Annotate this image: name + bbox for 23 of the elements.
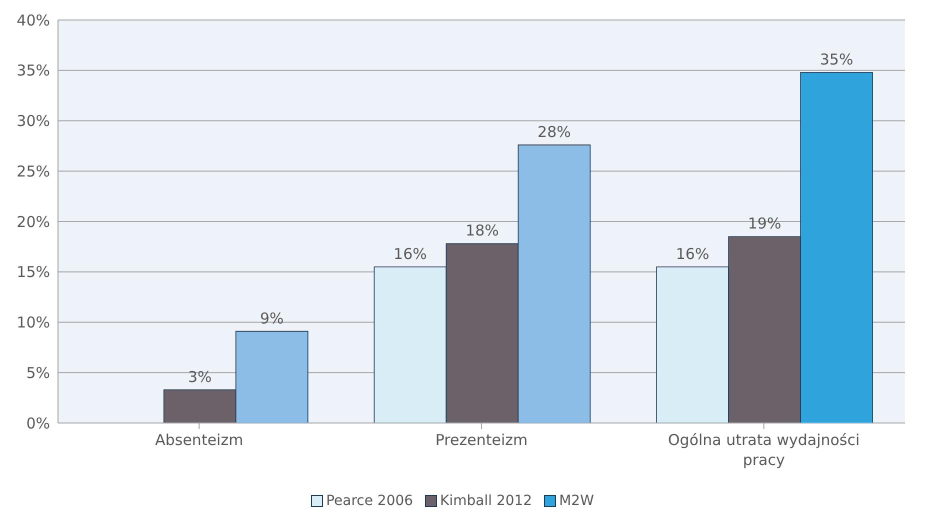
data-label: 9% bbox=[260, 309, 284, 328]
legend-label: M2W bbox=[558, 493, 594, 509]
y-tick-label: 20% bbox=[16, 212, 50, 231]
x-tick-label: Absenteizm bbox=[155, 431, 244, 449]
data-label: 28% bbox=[538, 122, 571, 141]
y-tick-label: 25% bbox=[16, 162, 50, 180]
y-tick-label: 35% bbox=[16, 62, 50, 80]
data-label: 35% bbox=[820, 50, 854, 68]
x-tick-label: Ogólna utrata wydajności pracy bbox=[668, 431, 860, 469]
y-tick-label: 40% bbox=[16, 11, 50, 30]
data-label: 18% bbox=[466, 222, 499, 240]
data-label: 19% bbox=[748, 214, 782, 233]
legend-label: Pearce 2006 bbox=[325, 493, 414, 509]
y-tick-label: 0% bbox=[26, 414, 50, 432]
y-tick-label: 15% bbox=[16, 263, 50, 282]
data-label: 3% bbox=[188, 368, 212, 386]
y-tick-label: 30% bbox=[16, 112, 50, 130]
legend-label: Kimball 2012 bbox=[439, 493, 532, 509]
data-label: 16% bbox=[394, 244, 427, 263]
x-tick-label: Prezenteizm bbox=[435, 431, 528, 449]
data-label: 16% bbox=[676, 244, 710, 263]
y-tick-label: 5% bbox=[26, 364, 50, 382]
y-tick-label: 10% bbox=[16, 314, 50, 332]
